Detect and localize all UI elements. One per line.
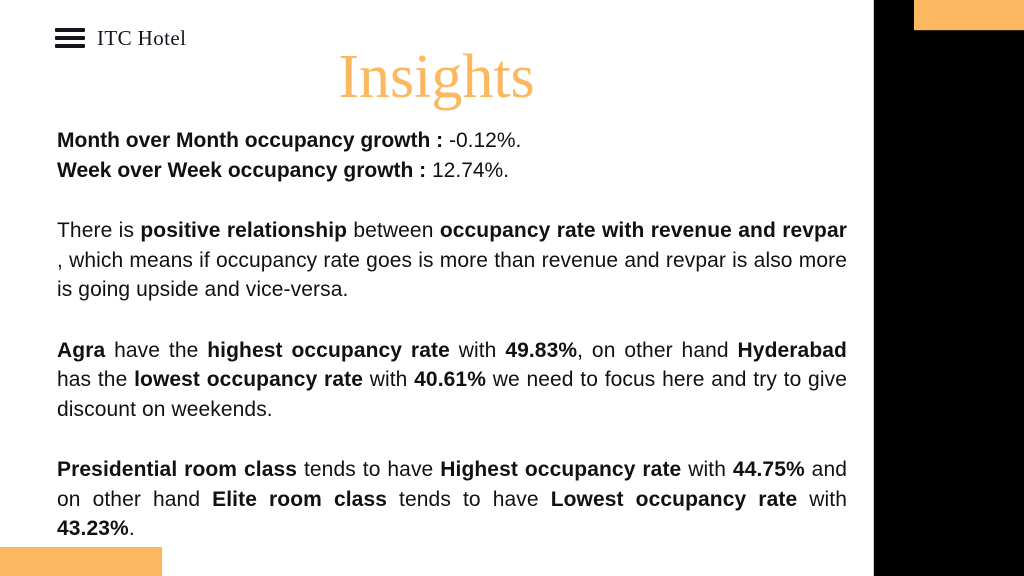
paragraph-text-run: have the — [105, 338, 208, 362]
metric-value: 12.74%. — [426, 158, 510, 182]
paragraph-bold-run: Presidential room class — [57, 458, 298, 481]
hamburger-menu-icon[interactable] — [55, 26, 85, 50]
bottom-left-accent-bar — [0, 547, 162, 576]
metric-line: Week over Week occupancy growth : 12.74%… — [57, 156, 847, 186]
insight-paragraph: Presidential room class tends to have Hi… — [57, 455, 847, 544]
paragraph-bold-run: 40.61% — [414, 368, 486, 391]
paragraph-bold-run: positive relationship — [140, 219, 348, 242]
metric-label: Week over Week occupancy growth : — [57, 158, 427, 182]
paragraph-bold-run: highest occupancy rate — [207, 338, 450, 362]
paragraph-bold-run: Hyderabad — [737, 338, 847, 362]
paragraph-text-run: with — [362, 368, 415, 391]
paragraph-text-run: , which means if occupancy rate goes is … — [57, 248, 847, 302]
paragraph-bold-run: Highest occupancy rate — [440, 458, 682, 481]
page-title: Insights — [338, 43, 535, 111]
paragraph-bold-run: 44.75% — [732, 458, 805, 481]
paragraph-text-run: . — [128, 517, 135, 540]
paragraph-text-run: between — [347, 219, 440, 242]
paragraph-text-run: tends to have — [297, 458, 441, 481]
paragraph-bold-run: occupancy rate with revenue and revpar — [439, 219, 848, 242]
insights-content: Month over Month occupancy growth : -0.1… — [57, 126, 847, 544]
insight-paragraphs: There is positive relationship between o… — [57, 216, 847, 544]
paragraph-bold-run: Agra — [57, 338, 106, 362]
top-right-accent-bar — [914, 0, 1024, 30]
metric-label: Month over Month occupancy growth : — [57, 129, 444, 152]
right-sidebar-band — [873, 0, 1024, 576]
paragraph-text-run: tends to have — [387, 487, 551, 511]
paragraph-text-run: There is — [57, 219, 141, 242]
paragraph-bold-run: 49.83% — [505, 338, 578, 362]
paragraph-text-run: has the — [57, 368, 135, 391]
header: ITC Hotel — [55, 26, 186, 50]
insight-paragraph: Agra have the highest occupancy rate wit… — [57, 336, 847, 425]
metric-line: Month over Month occupancy growth : -0.1… — [57, 126, 847, 156]
paragraph-bold-run: Elite room class — [212, 487, 388, 511]
paragraph-bold-run: lowest occupancy rate — [134, 368, 363, 391]
paragraph-bold-run: 43.23% — [57, 517, 129, 540]
paragraph-text-run: with — [681, 458, 733, 481]
metrics-list: Month over Month occupancy growth : -0.1… — [57, 126, 847, 185]
brand-logo-text: ITC Hotel — [97, 26, 187, 50]
metric-value: -0.12%. — [443, 129, 522, 152]
insight-paragraph: There is positive relationship between o… — [57, 216, 847, 305]
paragraph-text-run: , on other hand — [577, 338, 738, 362]
paragraph-text-run: with — [797, 487, 848, 511]
paragraph-bold-run: Lowest occupancy rate — [550, 487, 798, 511]
paragraph-text-run: with — [449, 338, 506, 362]
paragraph-text-run: and on other hand — [57, 458, 848, 511]
paragraph-text-run: we need to focus here and try to give di… — [57, 368, 847, 421]
